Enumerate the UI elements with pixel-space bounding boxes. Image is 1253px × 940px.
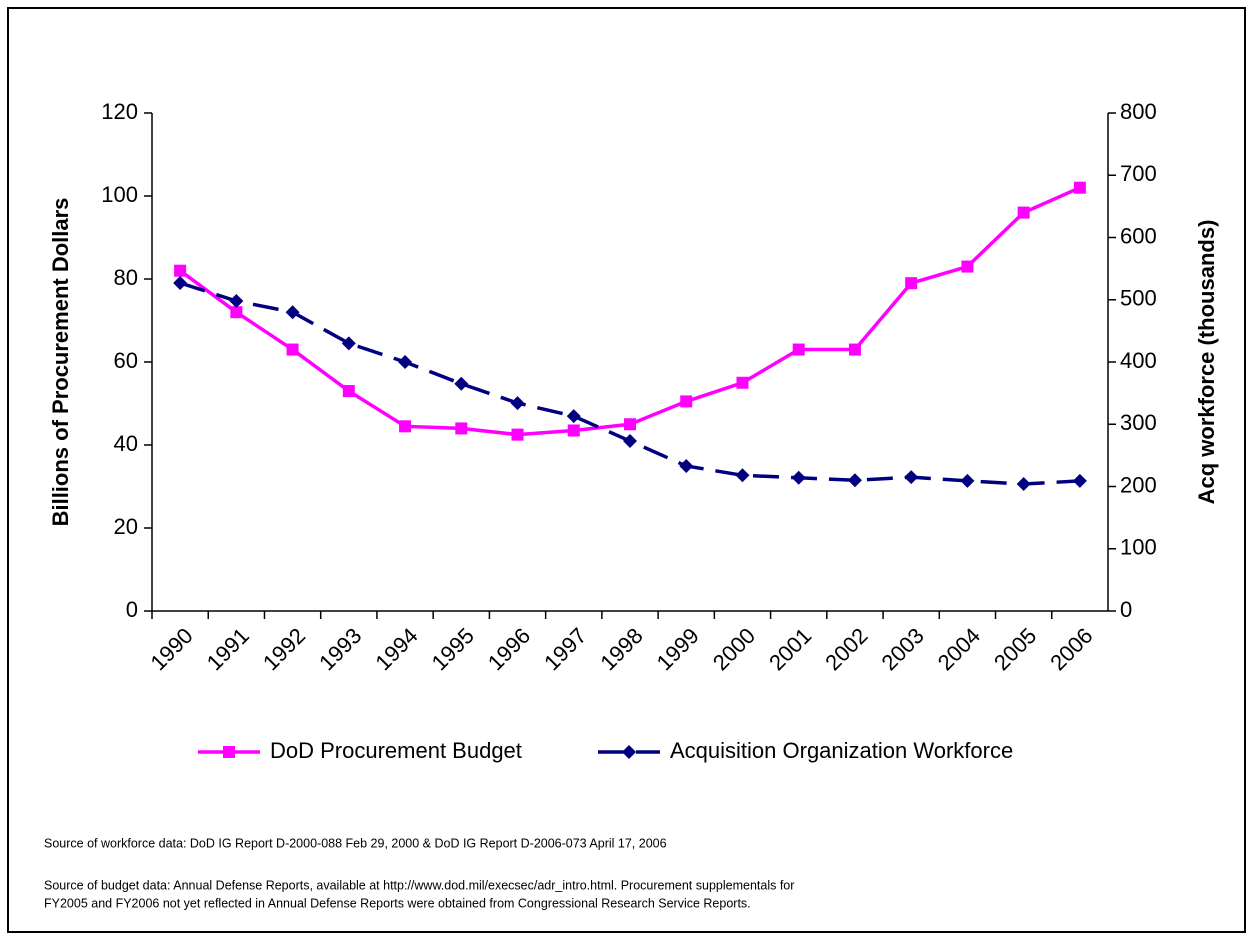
legend-label: Acquisition Organization Workforce: [670, 738, 1013, 763]
y2-tick-label: 500: [1120, 286, 1157, 311]
point: [623, 434, 637, 449]
point: [847, 473, 862, 488]
point: [230, 306, 243, 319]
point: [455, 422, 468, 435]
y2-tick-label: 700: [1120, 161, 1157, 186]
point: [399, 420, 412, 433]
y-tick-label: 80: [114, 265, 138, 290]
point: [792, 343, 805, 356]
y-tick-label: 120: [101, 99, 138, 124]
frame: [7, 7, 1246, 933]
point: [1016, 477, 1031, 492]
point: [567, 424, 580, 437]
y-tick-label: 60: [114, 348, 138, 373]
point: [905, 277, 918, 290]
legend-label: DoD Procurement Budget: [270, 738, 522, 763]
y2-tick-label: 300: [1120, 410, 1157, 435]
point: [342, 385, 355, 398]
point: [341, 336, 356, 351]
point: [679, 458, 694, 473]
y2-tick-label: 100: [1120, 535, 1157, 560]
point: [511, 428, 524, 441]
point: [454, 376, 469, 391]
y2-tick-label: 600: [1120, 223, 1157, 248]
point: [285, 305, 300, 320]
footnote: Source of workforce data: DoD IG Report …: [44, 836, 667, 850]
footnote: Source of budget data: Annual Defense Re…: [44, 878, 794, 892]
point: [229, 293, 244, 308]
point: [680, 395, 693, 408]
y2-tick-label: 200: [1120, 472, 1157, 497]
point: [174, 264, 187, 277]
point: [960, 473, 975, 488]
point: [624, 418, 636, 431]
point: [286, 343, 299, 356]
point: [1073, 181, 1086, 194]
point: [622, 745, 636, 759]
point: [1017, 206, 1030, 219]
point: [398, 355, 413, 369]
y2-tick-label: 400: [1120, 348, 1157, 373]
y2-axis-label: Acq workforce (thousands): [1194, 220, 1219, 505]
point: [848, 343, 861, 356]
point: [904, 470, 919, 485]
y2-tick-label: 0: [1120, 597, 1132, 622]
y2-tick-label: 800: [1120, 99, 1157, 124]
point: [566, 409, 581, 424]
y-tick-label: 20: [114, 514, 138, 539]
point: [173, 275, 188, 290]
point: [791, 470, 806, 485]
point: [223, 746, 235, 758]
point: [735, 468, 750, 483]
y-tick-label: 0: [126, 597, 138, 622]
point: [961, 260, 974, 273]
point: [510, 396, 525, 411]
point: [1072, 473, 1087, 488]
y-tick-label: 100: [101, 182, 138, 207]
y-axis-label: Billions of Procurement Dollars: [48, 198, 73, 527]
footnote: FY2005 and FY2006 not yet reflected in A…: [44, 896, 751, 910]
point: [736, 376, 749, 389]
y-tick-label: 40: [114, 431, 138, 456]
